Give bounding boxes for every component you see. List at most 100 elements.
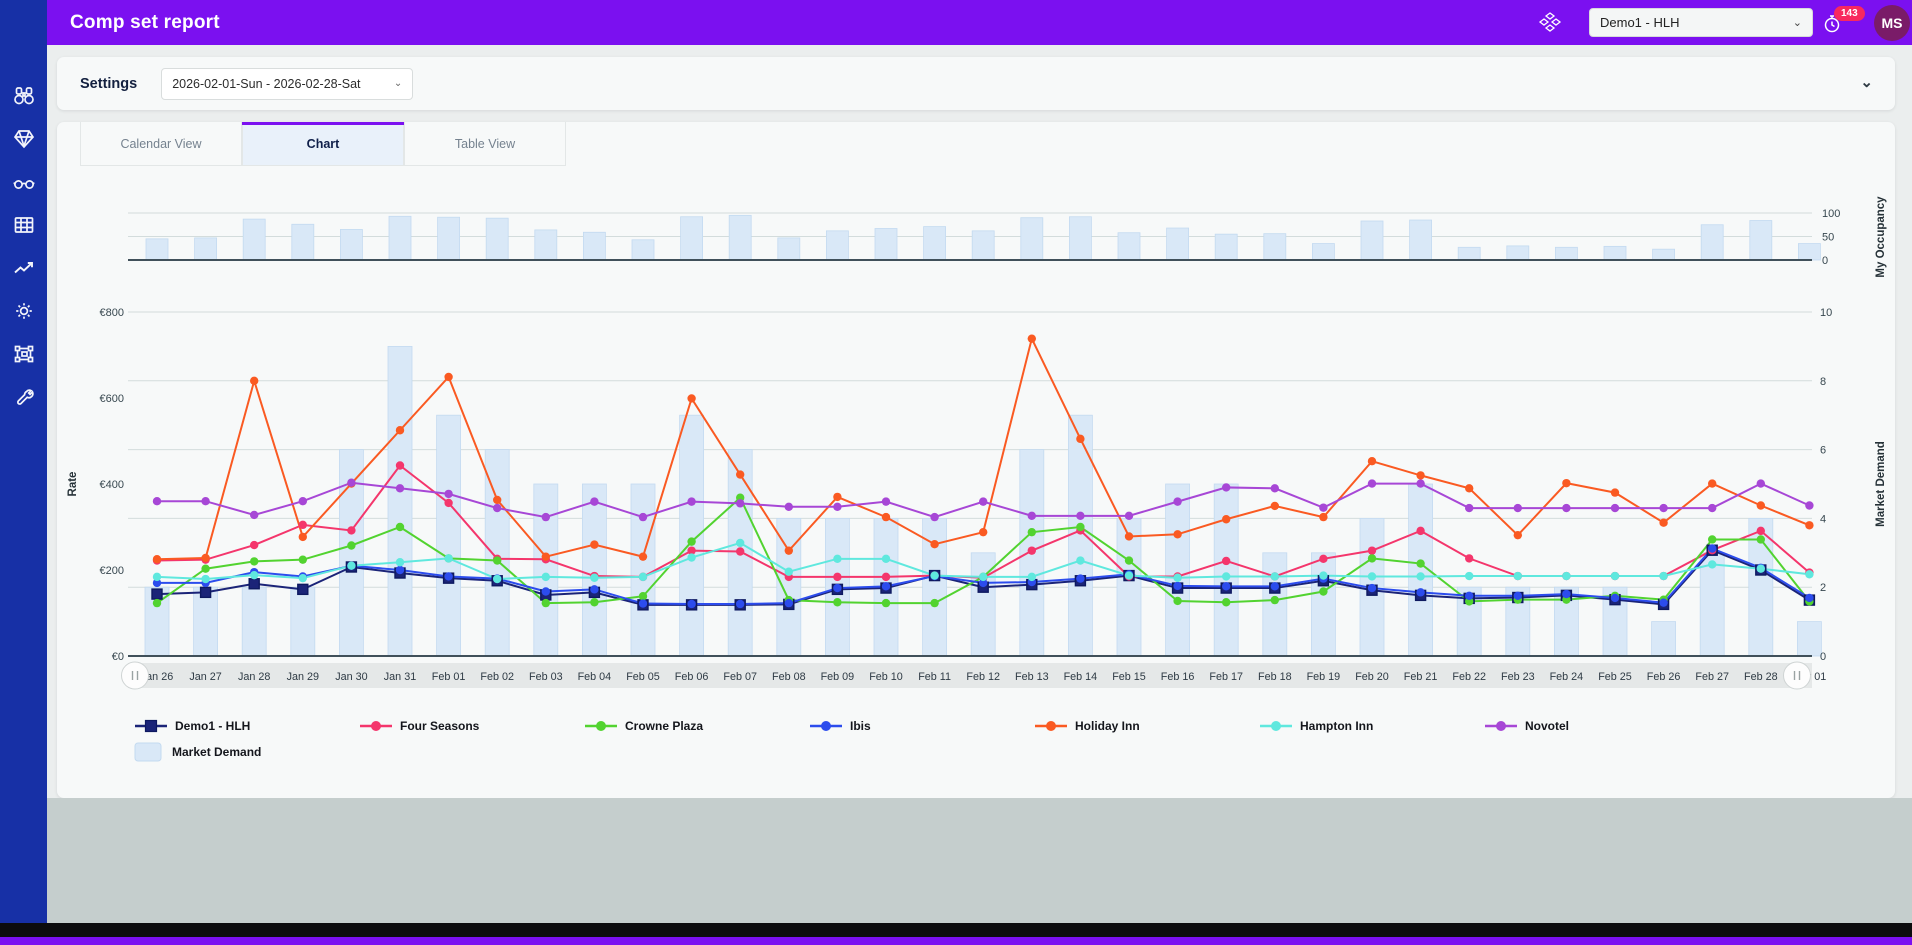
- occupancy-bar[interactable]: [1603, 245, 1627, 261]
- data-point[interactable]: [250, 570, 259, 580]
- occupancy-bar[interactable]: [1020, 217, 1044, 261]
- data-point[interactable]: [298, 532, 307, 542]
- data-point[interactable]: [151, 588, 163, 600]
- data-point[interactable]: [881, 554, 891, 564]
- legend-swatch-market-demand[interactable]: [134, 742, 162, 762]
- data-point[interactable]: [395, 522, 405, 532]
- data-point[interactable]: [784, 567, 793, 576]
- data-point[interactable]: [1708, 479, 1717, 488]
- data-point[interactable]: [590, 585, 599, 594]
- avatar[interactable]: MS: [1874, 4, 1910, 41]
- data-point[interactable]: [1270, 595, 1280, 605]
- data-point[interactable]: [250, 540, 259, 550]
- data-point[interactable]: [347, 561, 356, 570]
- data-point[interactable]: [1756, 501, 1766, 510]
- data-point[interactable]: [1076, 574, 1085, 583]
- data-point[interactable]: [687, 537, 696, 546]
- market-demand-bar[interactable]: [1068, 414, 1093, 657]
- data-point[interactable]: [638, 592, 648, 601]
- occupancy-bar[interactable]: [826, 230, 849, 261]
- trend-icon[interactable]: [12, 256, 36, 280]
- occupancy-bar[interactable]: [1652, 248, 1675, 261]
- data-point[interactable]: [1659, 503, 1668, 513]
- data-point[interactable]: [1173, 581, 1182, 591]
- data-point[interactable]: [736, 538, 745, 548]
- data-point[interactable]: [1027, 527, 1036, 537]
- data-point[interactable]: [199, 586, 212, 599]
- data-point[interactable]: [444, 372, 453, 382]
- occupancy-bar[interactable]: [971, 230, 995, 261]
- occupancy-bar[interactable]: [485, 217, 509, 261]
- data-point[interactable]: [1027, 546, 1036, 555]
- data-point[interactable]: [395, 426, 405, 435]
- market-demand-bar[interactable]: [436, 414, 462, 657]
- data-point[interactable]: [1222, 515, 1231, 524]
- date-range-selector[interactable]: 2026-02-01-Sun - 2026-02-28-Sat ⌄: [161, 67, 414, 100]
- data-point[interactable]: [152, 572, 162, 582]
- data-point[interactable]: [1027, 511, 1036, 521]
- data-point[interactable]: [1222, 483, 1231, 492]
- data-point[interactable]: [930, 540, 939, 549]
- data-point[interactable]: [1270, 501, 1280, 511]
- data-point[interactable]: [833, 502, 842, 511]
- data-point[interactable]: [152, 598, 162, 608]
- data-point[interactable]: [1805, 570, 1814, 579]
- data-point[interactable]: [152, 555, 162, 564]
- data-point[interactable]: [687, 394, 696, 403]
- data-point[interactable]: [201, 497, 210, 506]
- data-point[interactable]: [1319, 512, 1328, 522]
- data-point[interactable]: [590, 598, 599, 607]
- data-point[interactable]: [930, 571, 939, 580]
- data-point[interactable]: [687, 599, 696, 609]
- data-point[interactable]: [979, 572, 988, 582]
- data-point[interactable]: [1173, 596, 1182, 606]
- data-point[interactable]: [1124, 511, 1134, 521]
- data-point[interactable]: [297, 583, 309, 596]
- occupancy-bar[interactable]: [583, 231, 606, 261]
- data-point[interactable]: [493, 503, 502, 513]
- data-point[interactable]: [979, 527, 988, 537]
- occupancy-bar[interactable]: [291, 223, 315, 261]
- data-point[interactable]: [201, 564, 210, 573]
- data-point[interactable]: [1367, 572, 1377, 581]
- occupancy-bar[interactable]: [1409, 219, 1432, 261]
- data-point[interactable]: [1805, 501, 1814, 510]
- data-point[interactable]: [1756, 564, 1766, 573]
- timer-notification[interactable]: 143: [1822, 5, 1868, 40]
- data-point[interactable]: [1805, 593, 1814, 603]
- data-point[interactable]: [687, 546, 696, 555]
- data-point[interactable]: [1562, 589, 1571, 599]
- data-point[interactable]: [1222, 582, 1231, 591]
- occupancy-bar[interactable]: [1506, 245, 1530, 261]
- hotel-selector[interactable]: Demo1 - HLH ⌄: [1589, 8, 1813, 37]
- data-point[interactable]: [638, 599, 648, 608]
- gear-icon[interactable]: [12, 299, 36, 323]
- market-demand-bar[interactable]: [1262, 552, 1288, 657]
- market-demand-bar[interactable]: [630, 483, 656, 657]
- data-point[interactable]: [1076, 522, 1085, 532]
- data-point[interactable]: [298, 555, 307, 564]
- data-point[interactable]: [1513, 503, 1523, 513]
- data-point[interactable]: [736, 599, 745, 609]
- data-point[interactable]: [395, 565, 405, 575]
- occupancy-bar[interactable]: [534, 229, 558, 261]
- data-point[interactable]: [1513, 591, 1523, 600]
- data-point[interactable]: [541, 572, 550, 582]
- scroll-handle-left[interactable]: [121, 661, 149, 690]
- wrench-icon[interactable]: [12, 385, 36, 409]
- data-point[interactable]: [1610, 593, 1620, 603]
- diamond-icon[interactable]: [12, 127, 36, 151]
- data-point[interactable]: [1319, 503, 1328, 512]
- tab-chart[interactable]: Chart: [242, 122, 404, 166]
- data-point[interactable]: [250, 376, 259, 385]
- data-point[interactable]: [1708, 535, 1717, 544]
- data-point[interactable]: [1756, 535, 1766, 544]
- data-point[interactable]: [930, 512, 939, 522]
- data-point[interactable]: [1319, 587, 1328, 596]
- data-point[interactable]: [736, 470, 745, 479]
- data-point[interactable]: [250, 557, 259, 566]
- occupancy-bar[interactable]: [1555, 246, 1578, 261]
- data-point[interactable]: [298, 573, 307, 583]
- artboard-icon[interactable]: [12, 342, 36, 366]
- data-point[interactable]: [1708, 503, 1717, 513]
